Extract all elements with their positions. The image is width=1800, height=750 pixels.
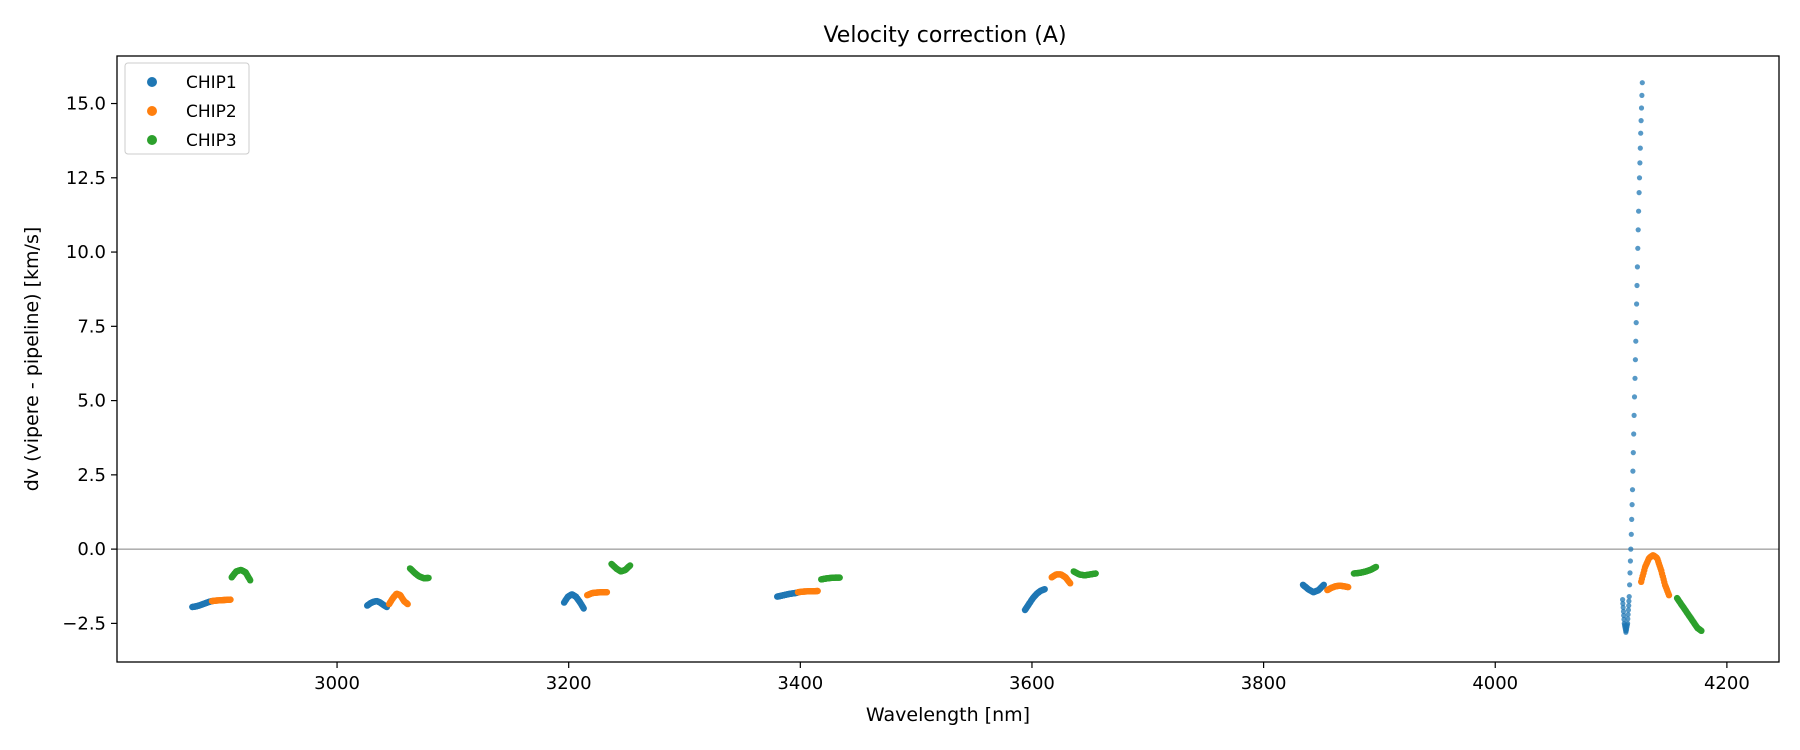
data-point: [1630, 468, 1636, 474]
y-axis-label: dv (vipere - pipeline) [km/s]: [21, 227, 43, 492]
data-point: [603, 589, 611, 596]
data-point: [1627, 558, 1633, 564]
data-point: [1632, 375, 1638, 381]
data-point: [1631, 394, 1638, 400]
data-point: [247, 577, 254, 584]
data-point: [1639, 92, 1645, 98]
y-tick-label: 12.5: [66, 168, 106, 189]
data-point: [1620, 601, 1626, 607]
data-point: [1628, 546, 1634, 552]
y-tick-label: 2.5: [77, 465, 106, 486]
data-point: [1636, 175, 1643, 181]
data-point: [1633, 338, 1639, 344]
x-tick-label: 3800: [1241, 673, 1287, 694]
y-axis: −2.5 0.0 2.5 5.0 7.5 10.0 12.5 15.0: [62, 94, 117, 634]
series-chip2: [208, 552, 1673, 608]
data-point: [404, 600, 411, 608]
data-point: [1627, 570, 1633, 576]
data-point: [1665, 592, 1673, 599]
data-point: [1625, 620, 1631, 627]
plot-frame: [116, 55, 1780, 663]
data-point: [814, 587, 821, 595]
data-point: [1372, 563, 1380, 571]
data-point: [1634, 264, 1640, 270]
data-point: [1092, 570, 1099, 577]
data-point: [1635, 245, 1641, 251]
data-point: [1626, 594, 1632, 600]
y-tick-label: 5.0: [77, 391, 106, 412]
data-point: [1620, 608, 1627, 615]
data-point: [1620, 597, 1626, 603]
y-tick-label: 7.5: [77, 316, 106, 337]
data-point: [1631, 412, 1637, 418]
data-point: [1626, 603, 1632, 609]
data-point: [1632, 357, 1638, 363]
data-point: [836, 574, 843, 581]
y-tick-label: 15.0: [66, 94, 106, 115]
legend-label-chip2: CHIP2: [186, 102, 237, 122]
legend-label-chip3: CHIP3: [186, 131, 237, 151]
data-point: [1626, 598, 1632, 604]
data-point: [1629, 502, 1635, 508]
x-tick-label: 3200: [546, 673, 592, 694]
data-point: [1627, 582, 1633, 588]
legend-label-chip1: CHIP1: [186, 73, 237, 93]
legend-marker-chip3: [147, 135, 157, 145]
y-tick-label: 0.0: [77, 539, 106, 560]
data-point: [1625, 611, 1631, 618]
chart-title: Velocity correction (A): [823, 23, 1066, 48]
x-tick-label: 3600: [1009, 673, 1055, 694]
y-tick-label: −2.5: [62, 613, 106, 634]
x-tick-label: 4000: [1472, 673, 1518, 694]
data-point: [1638, 118, 1644, 124]
data-point: [1635, 227, 1641, 233]
data-point: [1638, 130, 1644, 136]
data-point: [1637, 160, 1643, 166]
data-point: [626, 562, 634, 569]
y-tick-label: 10.0: [66, 242, 106, 263]
x-tick-label: 4200: [1704, 673, 1750, 694]
x-tick-label: 3400: [777, 673, 823, 694]
data-point: [1625, 616, 1631, 622]
legend: CHIP1 CHIP2 CHIP3: [124, 62, 250, 155]
legend-marker-chip2: [147, 106, 157, 116]
data-point: [1638, 105, 1645, 111]
data-point: [1636, 208, 1642, 214]
data-point: [1041, 586, 1048, 593]
data-point: [1628, 531, 1634, 537]
series-chip3: [228, 560, 1705, 634]
x-tick-label: 3000: [314, 673, 360, 694]
data-point: [1634, 301, 1640, 307]
data-point: [1067, 580, 1074, 587]
data-point: [1630, 450, 1636, 456]
legend-box: [124, 62, 250, 155]
data-point: [1620, 604, 1626, 611]
data-point: [1320, 581, 1328, 588]
data-point: [1634, 282, 1640, 289]
data-point: [1621, 612, 1627, 619]
series-chip1: [189, 80, 1645, 635]
x-axis: 3000 3200 3400 3600 3800 4000 4200: [314, 662, 1750, 694]
data-point: [1637, 145, 1643, 151]
data-point: [1629, 487, 1636, 493]
legend-marker-chip1: [147, 77, 157, 87]
data-point: [580, 605, 587, 612]
data-point: [1625, 607, 1631, 613]
data-point: [1633, 320, 1639, 326]
data-point: [1698, 627, 1705, 634]
data-point: [1621, 616, 1627, 623]
data-point: [1629, 516, 1635, 523]
data-point: [1636, 190, 1642, 196]
data-point: [425, 574, 432, 582]
x-axis-label: Wavelength [nm]: [866, 704, 1030, 726]
data-point: [227, 596, 234, 603]
data-point: [1345, 583, 1352, 591]
plot-area: [117, 80, 1779, 635]
data-point: [1631, 431, 1637, 437]
data-point: [1639, 80, 1645, 86]
